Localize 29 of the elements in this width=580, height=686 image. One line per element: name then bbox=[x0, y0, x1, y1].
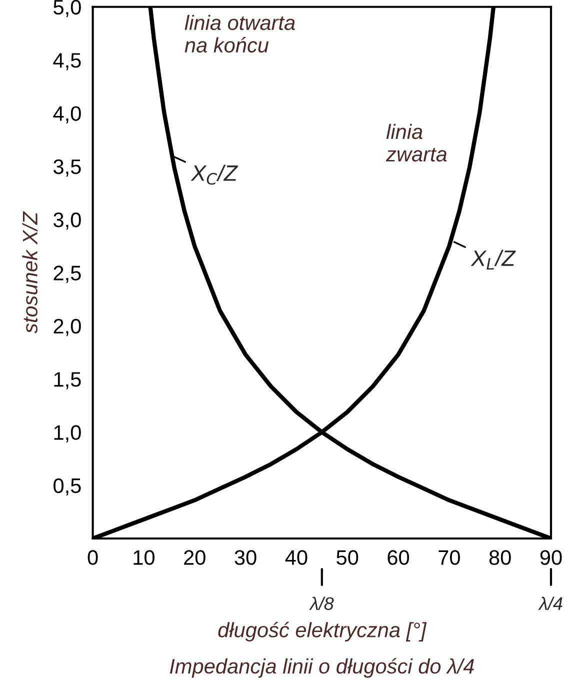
x-tick-label: 0 bbox=[88, 550, 98, 565]
x-tick-label: 30 bbox=[234, 550, 256, 565]
x-tick-label: 70 bbox=[438, 550, 460, 565]
y-tick-label: 2,0 bbox=[54, 318, 81, 336]
text: Impedancja linii o długości do λ/4 bbox=[170, 658, 474, 678]
y-tick-label: 4,5 bbox=[53, 53, 81, 70]
annotation: linia zwarta bbox=[386, 124, 447, 162]
y-tick-label: 4,0 bbox=[53, 106, 81, 124]
annotation: X$_{L}$/Z bbox=[470, 250, 516, 270]
x-tick-label: 90 bbox=[540, 550, 562, 565]
x-tick-label: 80 bbox=[489, 550, 511, 565]
x-tick-label: 40 bbox=[285, 550, 308, 565]
annotation: X$_{C}$/Z bbox=[190, 164, 238, 185]
text: λ/8 bbox=[309, 596, 334, 610]
y-tick-label: 2,5 bbox=[54, 266, 81, 283]
x-axis-title: długość elektryczna [°] bbox=[218, 622, 427, 642]
text: λ/4 bbox=[538, 596, 562, 610]
annotation: linia otwarta na końcu bbox=[184, 14, 295, 53]
x-tick-label: 20 bbox=[184, 550, 206, 565]
y-tick-label: 3,5 bbox=[54, 159, 81, 177]
x-tick-label: 50 bbox=[336, 550, 358, 565]
y-tick-label: 1,5 bbox=[54, 372, 81, 390]
x-tick-label: 10 bbox=[134, 550, 154, 565]
y-tick-label: 5,0 bbox=[54, 0, 81, 18]
y-tick-label: 0,5 bbox=[54, 478, 81, 496]
y-axis-title: stosunek X/Z bbox=[22, 211, 38, 334]
y-tick-label: 3,0 bbox=[54, 212, 81, 230]
y-tick-label: 1,0 bbox=[54, 425, 81, 442]
x-tick-label: 60 bbox=[388, 550, 410, 565]
